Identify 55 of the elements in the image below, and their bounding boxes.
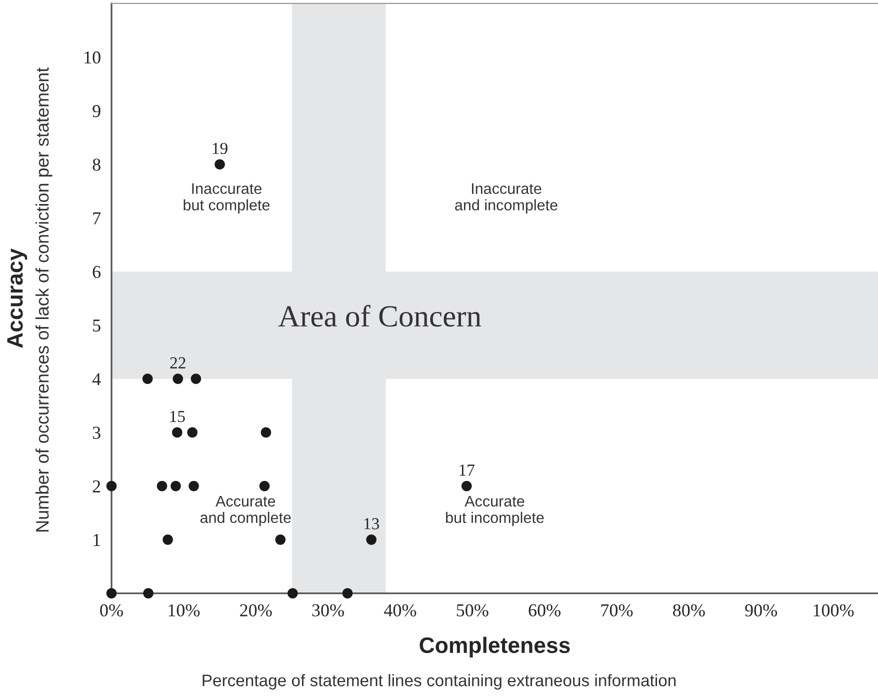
x-tick-label: 0% — [100, 604, 123, 616]
point — [342, 588, 353, 598]
point — [214, 159, 225, 170]
y-tick-label: 7 — [93, 212, 101, 224]
point — [275, 534, 286, 545]
x-tick-label: 10% — [168, 604, 200, 616]
point — [259, 480, 270, 492]
x-tick-label: 50% — [456, 604, 488, 616]
text: Number of occurrences of lack of conviction per statement — [35, 67, 52, 532]
y-tick-label: 3 — [92, 426, 100, 439]
x-tick-label: 90% — [745, 604, 778, 616]
y-tick-label: 5 — [93, 320, 100, 332]
y-tick-label: 2 — [92, 480, 100, 492]
x-tick-label: 70% — [601, 604, 633, 616]
annotation: 22 — [170, 357, 186, 368]
x-tick-label: 20% — [240, 604, 272, 616]
point — [366, 534, 376, 545]
y-tick-label: 4 — [92, 373, 101, 386]
annotation: Area of Concern — [278, 304, 482, 327]
annotation: 13 — [364, 518, 380, 530]
x-tick-label: 30% — [312, 604, 344, 616]
x-tick-label: 80% — [673, 604, 705, 616]
point — [187, 427, 198, 438]
point — [106, 588, 117, 598]
point — [170, 480, 181, 492]
annotation: Inaccurate and incomplete — [455, 183, 558, 214]
point — [142, 374, 153, 384]
y-tick-label: 8 — [92, 158, 100, 171]
x-tick-label: 60% — [528, 604, 560, 616]
y-tick-label: 9 — [92, 105, 100, 118]
point — [156, 480, 168, 492]
x-tick-label: 40% — [384, 604, 416, 616]
point — [288, 588, 298, 598]
x-axis-title: Completeness — [420, 636, 570, 658]
point — [260, 427, 272, 438]
point — [162, 534, 173, 545]
point — [190, 374, 202, 384]
text: Percentage of statement lines containing extraneous information — [202, 674, 676, 690]
annotation: Accurate but incomplete — [446, 496, 544, 526]
y-tick-label: 1 — [94, 534, 100, 546]
y-tick-label: 6 — [92, 266, 101, 278]
point — [106, 480, 117, 492]
x-tick-label: 100% — [814, 604, 854, 616]
y-axis-title: Accuracy — [7, 248, 28, 348]
point — [143, 588, 154, 598]
annotation: Inaccurate but complete — [184, 183, 270, 214]
y-tick-label: 10 — [84, 51, 100, 64]
point — [188, 480, 199, 492]
point — [172, 374, 184, 384]
annotation: 17 — [460, 464, 474, 476]
annotation: Accurate and complete — [200, 496, 291, 526]
point — [172, 427, 182, 438]
point — [461, 480, 472, 492]
annotation: 15 — [170, 410, 185, 422]
annotation: 19 — [212, 142, 228, 154]
